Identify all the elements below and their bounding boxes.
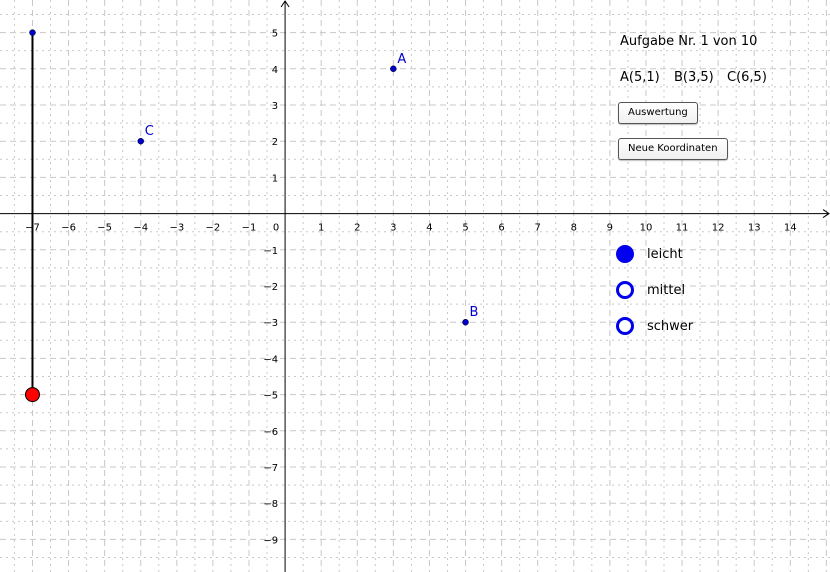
point-b[interactable]: B [462,305,479,326]
y-tick-label: −6 [263,427,278,438]
radio-button-icon[interactable] [616,245,634,263]
slider-handle[interactable] [24,387,40,403]
y-tick-label: 3 [272,101,278,112]
evaluate-button[interactable]: Auswertung [618,102,698,124]
y-tick-label: 2 [272,137,278,148]
y-tick-label: −9 [263,535,278,546]
y-tick-label: −3 [263,318,278,329]
difficulty-option-schwer[interactable]: schwer [616,316,693,336]
y-axis-arrow-icon [280,0,290,8]
x-axis-arrow-icon [822,209,830,219]
y-tick-label: 4 [272,65,278,76]
x-tick-label: −3 [169,223,184,234]
point-marker[interactable] [390,65,397,73]
point-marker[interactable] [462,318,469,326]
coord-c: C(6,5) [727,70,767,85]
radio-button-icon[interactable] [616,281,634,299]
coord-b: B(3,5) [674,70,714,85]
difficulty-label: leicht [647,246,683,262]
difficulty-option-leicht[interactable]: leicht [616,244,683,264]
x-tick-label: 5 [462,223,468,234]
y-tick-label: 5 [272,29,278,40]
x-tick-label: 10 [640,223,653,234]
point-label: C [145,124,154,139]
new-coordinates-button[interactable]: Neue Koordinaten [618,138,728,160]
x-tick-label: 2 [354,223,360,234]
x-tick-label: 8 [571,223,577,234]
x-tick-label: 4 [426,223,432,234]
y-tick-label: −2 [263,282,278,293]
x-tick-label: 14 [784,223,797,234]
y-tick-label: −4 [263,354,278,365]
x-tick-label: 6 [498,223,504,234]
x-tick-label: −5 [97,223,112,234]
x-tick-label: −6 [61,223,76,234]
x-tick-label: 13 [748,223,761,234]
x-tick-label: 0 [273,223,279,234]
difficulty-label: mittel [647,282,686,298]
difficulty-option-mittel[interactable]: mittel [616,280,685,300]
point-marker[interactable] [137,137,144,145]
x-tick-label: −2 [206,223,221,234]
coord-a: A(5,1) [620,70,660,85]
point-a[interactable]: A [390,52,406,73]
point-label: A [397,52,406,67]
points: A B C [137,52,479,326]
x-tick-label: 12 [712,223,725,234]
x-tick-label: 9 [607,223,613,234]
x-tick-label: 11 [676,223,689,234]
radio-button-icon[interactable] [616,317,634,335]
tick-labels: −7−6−5−4−3−2−10123456789101112131454321−… [25,29,797,547]
y-tick-label: −7 [263,463,278,474]
x-tick-label: −4 [133,223,148,234]
x-tick-label: 7 [535,223,541,234]
point-label: B [470,305,479,320]
x-tick-label: 3 [390,223,396,234]
x-tick-label: 1 [318,223,324,234]
task-title: Aufgabe Nr. 1 von 10 [620,34,758,49]
y-tick-label: 1 [272,173,278,184]
y-tick-label: −8 [263,499,278,510]
vertical-slider[interactable] [24,29,40,403]
y-tick-label: −5 [263,391,278,402]
x-tick-label: −1 [242,223,257,234]
point-c[interactable]: C [137,124,154,145]
slider-end-point [29,29,36,36]
difficulty-label: schwer [647,318,694,334]
y-tick-label: −1 [263,246,278,257]
